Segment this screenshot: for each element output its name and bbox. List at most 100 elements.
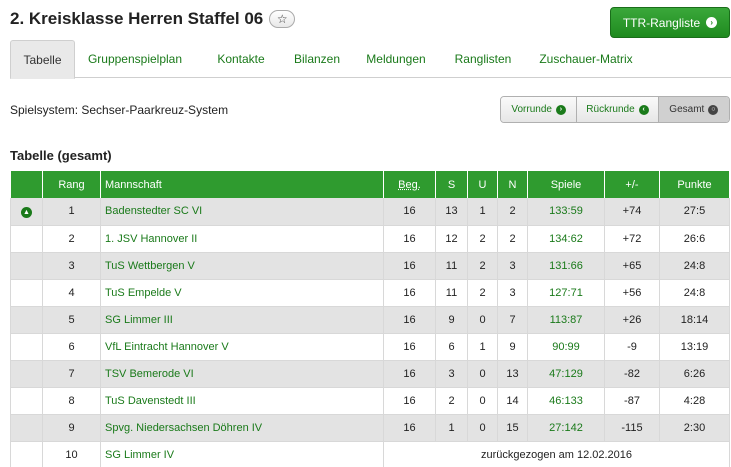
losses-cell: 7 [497, 306, 528, 334]
arrow-left-icon: ‹ [638, 104, 649, 115]
row-icon-cell: ▲ [10, 198, 43, 226]
points-cell: 27:5 [659, 198, 730, 226]
tab-bilanzen[interactable]: Bilanzen [293, 52, 341, 66]
games-cell[interactable]: 127:71 [527, 279, 605, 307]
draws-cell: 0 [467, 306, 498, 334]
beg-cell: 16 [383, 252, 436, 280]
tab-tabelle[interactable]: Tabelle [10, 40, 75, 79]
draws-cell: 0 [467, 414, 498, 442]
promotion-icon: ▲ [21, 206, 32, 218]
points-cell: 6:26 [659, 360, 730, 388]
rueckrunde-label: Rückrunde [586, 104, 635, 115]
tab-meldungen[interactable]: Meldungen [366, 52, 426, 66]
diff-cell: -115 [604, 414, 660, 442]
rank-cell: 10 [42, 441, 101, 467]
diff-cell: -82 [604, 360, 660, 388]
rank-cell: 1 [42, 198, 101, 226]
points-cell: 13:19 [659, 333, 730, 361]
beg-cell: 16 [383, 333, 436, 361]
table-row: 9 Spvg. Niedersachsen Döhren IV 16 1 0 15 27:1… [10, 414, 730, 442]
table-row: 4 TuS Empelde V 16 11 2 3 127:71 +56 24:8 [10, 279, 730, 307]
diff-cell: +26 [604, 306, 660, 334]
diff-cell: +65 [604, 252, 660, 280]
beg-cell: 16 [383, 198, 436, 226]
row-icon-cell [10, 387, 43, 415]
games-cell[interactable]: 46:133 [527, 387, 605, 415]
header-icon-col [10, 171, 43, 198]
ttr-rangliste-button[interactable]: TTR-Rangliste › [610, 7, 730, 38]
games-cell[interactable]: 133:59 [527, 198, 605, 226]
favorite-star-icon[interactable]: ☆ [269, 10, 296, 28]
losses-cell: 13 [497, 360, 528, 388]
table-row: ▲ 1 Badenstedter SC VI 16 13 1 2 133:59 +74 27:5 [10, 198, 730, 226]
gesamt-button[interactable]: Gesamt ○ [658, 97, 729, 122]
row-icon-cell [10, 225, 43, 253]
page-title: 2. Kreisklasse Herren Staffel 06 ☆ [10, 9, 296, 29]
team-link[interactable]: VfL Eintracht Hannover V [100, 333, 384, 361]
points-cell: 4:28 [659, 387, 730, 415]
draws-cell: 2 [467, 225, 498, 253]
team-link[interactable]: Badenstedter SC VI [100, 198, 384, 226]
draws-cell: 2 [467, 279, 498, 307]
header-n: N [497, 171, 528, 198]
rueckrunde-button[interactable]: Rückrunde ‹ [577, 97, 659, 122]
diff-cell: -87 [604, 387, 660, 415]
points-cell: 24:8 [659, 279, 730, 307]
header-rang: Rang [42, 171, 101, 198]
team-link[interactable]: TuS Davenstedt III [100, 387, 384, 415]
beg-cell: 16 [383, 306, 436, 334]
page-title-text: 2. Kreisklasse Herren Staffel 06 [10, 9, 264, 28]
team-link[interactable]: TuS Empelde V [100, 279, 384, 307]
header-beg-label: Beg. [398, 178, 421, 191]
losses-cell: 3 [497, 279, 528, 307]
draws-cell: 2 [467, 252, 498, 280]
draws-cell: 0 [467, 360, 498, 388]
games-cell[interactable]: 27:142 [527, 414, 605, 442]
gesamt-label: Gesamt [669, 104, 705, 115]
losses-cell: 3 [497, 252, 528, 280]
row-icon-cell [10, 441, 43, 467]
rank-cell: 7 [42, 360, 101, 388]
losses-cell: 9 [497, 333, 528, 361]
diff-cell: +74 [604, 198, 660, 226]
tab-gruppenspielplan[interactable]: Gruppenspielplan [87, 52, 183, 66]
arrow-right-icon: › [706, 17, 718, 28]
rank-cell: 8 [42, 387, 101, 415]
wins-cell: 11 [435, 252, 468, 280]
header-mannschaft: Mannschaft [100, 171, 384, 198]
wins-cell: 3 [435, 360, 468, 388]
team-link[interactable]: SG Limmer III [100, 306, 384, 334]
diff-cell: +72 [604, 225, 660, 253]
standings-table: Rang Mannschaft Beg. S U N Spiele +/- Pu… [10, 171, 730, 467]
games-cell[interactable]: 113:87 [527, 306, 605, 334]
wins-cell: 1 [435, 414, 468, 442]
games-cell[interactable]: 131:66 [527, 252, 605, 280]
draws-cell: 1 [467, 198, 498, 226]
draws-cell: 1 [467, 333, 498, 361]
tab-bar: Tabelle Gruppenspielplan Kontakte Bilanz… [10, 40, 731, 79]
team-link[interactable]: Spvg. Niedersachsen Döhren IV [100, 414, 384, 442]
table-title: Tabelle (gesamt) [10, 148, 112, 163]
team-link[interactable]: 1. JSV Hannover II [100, 225, 384, 253]
games-cell[interactable]: 90:99 [527, 333, 605, 361]
games-cell[interactable]: 134:62 [527, 225, 605, 253]
tab-zuschauer-matrix[interactable]: Zuschauer-Matrix [539, 52, 633, 66]
wins-cell: 11 [435, 279, 468, 307]
table-row: 6 VfL Eintracht Hannover V 16 6 1 9 90:99 -9 13:… [10, 333, 730, 361]
team-link[interactable]: SG Limmer IV [100, 441, 384, 467]
team-link[interactable]: TSV Bemerode VI [100, 360, 384, 388]
diff-cell: +56 [604, 279, 660, 307]
row-icon-cell [10, 279, 43, 307]
beg-cell: 16 [383, 360, 436, 388]
games-cell[interactable]: 47:129 [527, 360, 605, 388]
tab-ranglisten[interactable]: Ranglisten [454, 52, 512, 66]
tab-kontakte[interactable]: Kontakte [217, 52, 265, 66]
points-cell: 2:30 [659, 414, 730, 442]
circle-icon: ○ [708, 104, 719, 115]
vorrunde-label: Vorrunde [511, 104, 552, 115]
vorrunde-button[interactable]: Vorrunde › [501, 97, 578, 122]
losses-cell: 15 [497, 414, 528, 442]
header-u: U [467, 171, 498, 198]
rank-cell: 6 [42, 333, 101, 361]
team-link[interactable]: TuS Wettbergen V [100, 252, 384, 280]
